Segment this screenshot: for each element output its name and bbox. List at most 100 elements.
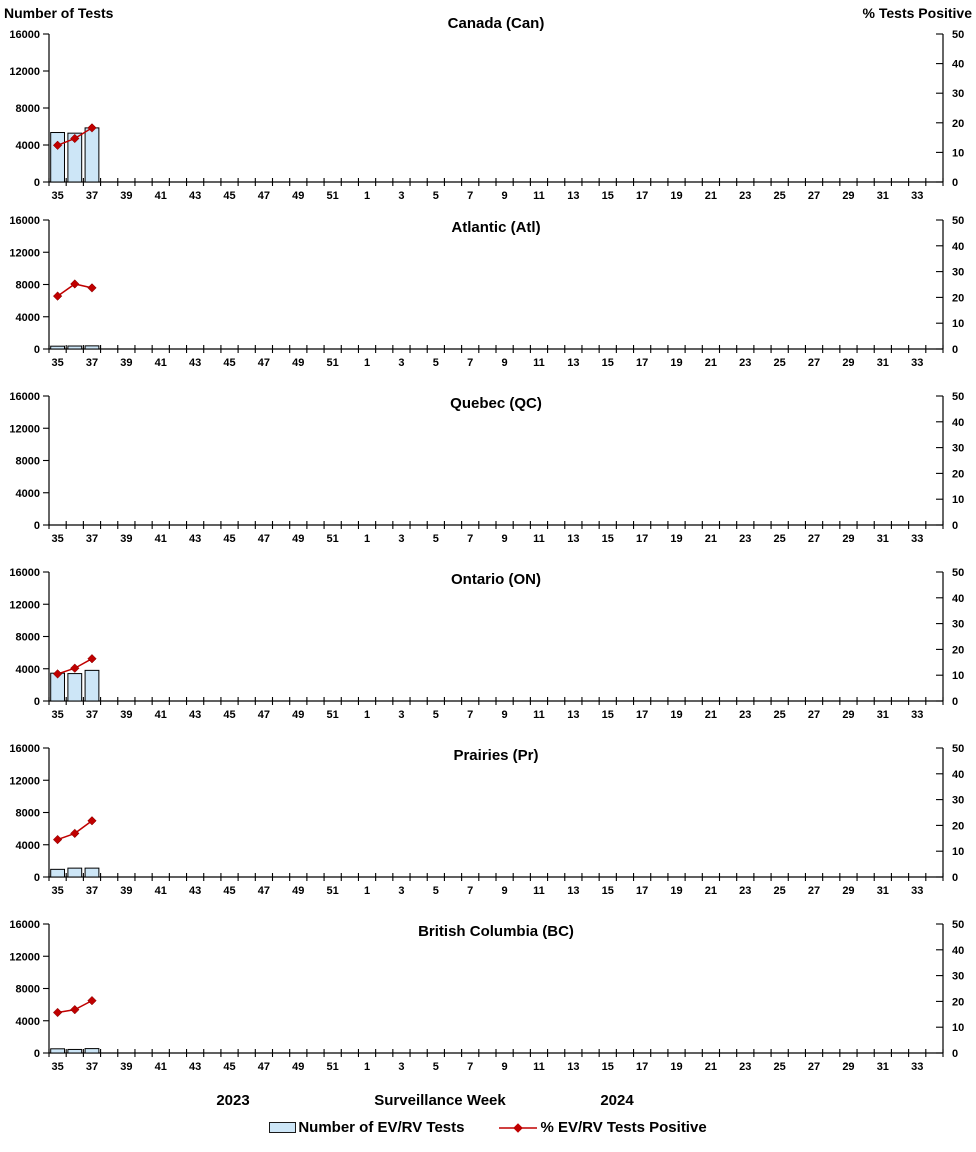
chart-panel-canada: Number of Tests % Tests Positive Canada (C… xyxy=(0,0,976,204)
x-axis-tick-label: 25 xyxy=(774,885,786,897)
x-axis-tick-label: 9 xyxy=(502,709,508,721)
left-axis-tick-label: 4000 xyxy=(16,140,40,152)
x-axis-tick-label: 39 xyxy=(120,709,132,721)
bar-week-37 xyxy=(84,867,100,878)
line-markers xyxy=(52,123,97,150)
x-axis-tick-label: 25 xyxy=(774,357,786,369)
right-axis-tick-label: 20 xyxy=(952,292,964,304)
x-axis-tick-label: 23 xyxy=(739,1061,751,1073)
x-axis-tick-label: 45 xyxy=(223,885,235,897)
x-axis-tick-label: 51 xyxy=(327,533,339,545)
x-axis-tick-label: 51 xyxy=(327,357,339,369)
quebec-chart: Quebec (QC) 0 4000 8000 12000 16000 0 10 20 30 40 5… xyxy=(9,391,964,545)
x-axis-tick-label: 39 xyxy=(120,190,132,202)
legend: Number of EV/RV Tests % EV/RV Tests Posi… xyxy=(0,1119,976,1136)
right-axis-tick-label: 0 xyxy=(952,872,958,884)
x-axis-tick-label: 37 xyxy=(86,885,98,897)
x-axis-tick-label: 31 xyxy=(877,1061,889,1073)
x-axis-tick-label: 39 xyxy=(120,885,132,897)
x-axis-tick-label: 1 xyxy=(364,709,370,721)
left-axis-tick-label: 8000 xyxy=(16,632,40,644)
left-axis-tick-label: 0 xyxy=(34,177,40,189)
x-axis-tick-label: 41 xyxy=(155,885,167,897)
right-axis-tick-label: 40 xyxy=(952,945,964,957)
right-axis-tick-label: 20 xyxy=(952,996,964,1008)
x-axis-title: Surveillance Week xyxy=(374,1092,506,1109)
x-axis-tick-label: 25 xyxy=(774,190,786,202)
right-axis-tick-label: 20 xyxy=(952,820,964,832)
x-axis-tick-label: 49 xyxy=(292,190,304,202)
x-axis-tick-label: 39 xyxy=(120,357,132,369)
x-axis-tick-label: 31 xyxy=(877,190,889,202)
diamond-marker-week-35 xyxy=(52,834,63,845)
x-axis-ticks: 35 37 39 41 43 45 47 49 51 1 3 5 7 9 11 13 15 17 19 21 23 25 2… xyxy=(48,345,944,369)
diamond-marker-week-35 xyxy=(52,669,63,679)
bars-series xyxy=(50,345,100,350)
left-axis-tick-label: 16000 xyxy=(9,391,40,403)
right-axis-header: % Tests Positive xyxy=(863,5,973,21)
x-axis-ticks: 35 37 39 41 43 45 47 49 51 1 3 5 7 9 11 13 15 17 19 21 23 25 2… xyxy=(48,178,944,202)
right-axis-tick-label: 10 xyxy=(952,147,964,159)
left-axis-tick-label: 0 xyxy=(34,872,40,884)
x-axis-tick-label: 45 xyxy=(223,533,235,545)
bar-week-35 xyxy=(50,868,65,878)
x-axis-ticks: 35 37 39 41 43 45 47 49 51 1 3 5 7 9 11 13 15 17 19 21 23 25 2… xyxy=(48,697,944,721)
diamond-marker-week-36 xyxy=(70,279,80,289)
bar-week-36 xyxy=(67,673,83,702)
x-axis-tick-label: 15 xyxy=(602,357,614,369)
x-axis-tick-label: 17 xyxy=(636,885,648,897)
x-axis-tick-label: 7 xyxy=(467,357,473,369)
x-axis-tick-label: 23 xyxy=(739,533,751,545)
right-axis-tick-label: 30 xyxy=(952,619,964,631)
x-axis-tick-label: 47 xyxy=(258,357,270,369)
x-axis-tick-label: 41 xyxy=(155,190,167,202)
diamond-marker-week-36 xyxy=(70,1005,80,1015)
x-axis-tick-label: 21 xyxy=(705,533,717,545)
right-axis-ticks: 0 10 20 30 40 50 xyxy=(936,919,964,1060)
x-axis-tick-label: 13 xyxy=(567,190,579,202)
right-axis-tick-label: 50 xyxy=(952,215,964,227)
atlantic-chart: Atlantic (Atl)04000800012000160000102030… xyxy=(9,215,964,369)
x-axis-tick-label: 5 xyxy=(433,885,439,897)
diamond-marker-week-37 xyxy=(87,654,97,664)
right-axis-tick-label: 30 xyxy=(952,443,964,455)
x-axis-tick-label: 43 xyxy=(189,885,201,897)
x-axis-tick-label: 33 xyxy=(911,1061,923,1073)
x-axis-tick-label: 21 xyxy=(705,190,717,202)
right-axis-tick-label: 10 xyxy=(952,670,964,682)
x-axis-tick-label: 29 xyxy=(842,357,854,369)
x-axis-tick-label: 13 xyxy=(567,357,579,369)
x-axis-tick-label: 9 xyxy=(502,885,508,897)
right-axis-tick-label: 30 xyxy=(952,267,964,279)
left-axis-tick-label: 8000 xyxy=(16,103,40,115)
chart-title: British Columbia (BC) xyxy=(418,923,574,940)
x-axis-tick-label: 41 xyxy=(155,709,167,721)
bar-week-35 xyxy=(50,1048,65,1054)
x-axis-tick-label: 43 xyxy=(189,357,201,369)
x-axis-tick-label: 11 xyxy=(533,885,545,897)
left-axis-tick-label: 12000 xyxy=(9,599,40,611)
charts-container: Number of Tests % Tests Positive Canada (C… xyxy=(0,0,976,1073)
left-axis-tick-label: 8000 xyxy=(16,808,40,820)
x-axis-tick-label: 35 xyxy=(51,885,63,897)
left-axis-tick-label: 12000 xyxy=(9,247,40,259)
line-diamond-swatch-icon xyxy=(499,1122,538,1133)
x-axis-tick-label: 21 xyxy=(705,357,717,369)
right-axis-ticks: 0 10 20 30 40 50 xyxy=(936,29,964,189)
x-axis-tick-label: 45 xyxy=(223,1061,235,1073)
line-markers xyxy=(52,816,97,845)
x-axis-tick-label: 15 xyxy=(602,709,614,721)
x-axis-tick-label: 9 xyxy=(502,533,508,545)
right-axis-tick-label: 10 xyxy=(952,846,964,858)
x-axis-tick-label: 17 xyxy=(636,357,648,369)
prairies-chart: Prairies (Pr) 0 4000 8000 12000 16000 0 10 20 30 4… xyxy=(9,743,964,897)
x-axis-tick-label: 27 xyxy=(808,1061,820,1073)
x-axis-tick-label: 33 xyxy=(911,533,923,545)
x-axis-tick-label: 1 xyxy=(364,357,370,369)
x-axis-tick-label: 29 xyxy=(842,709,854,721)
x-axis-tick-label: 35 xyxy=(51,709,63,721)
right-axis-tick-label: 10 xyxy=(952,318,964,330)
diamond-marker-week-36 xyxy=(70,663,80,673)
chart-panel-atlantic: Atlantic (Atl) 0 4000 8000 12000 16000 0 10 20 30… xyxy=(0,204,976,380)
legend-label-tests: Number of EV/RV Tests xyxy=(298,1119,465,1136)
